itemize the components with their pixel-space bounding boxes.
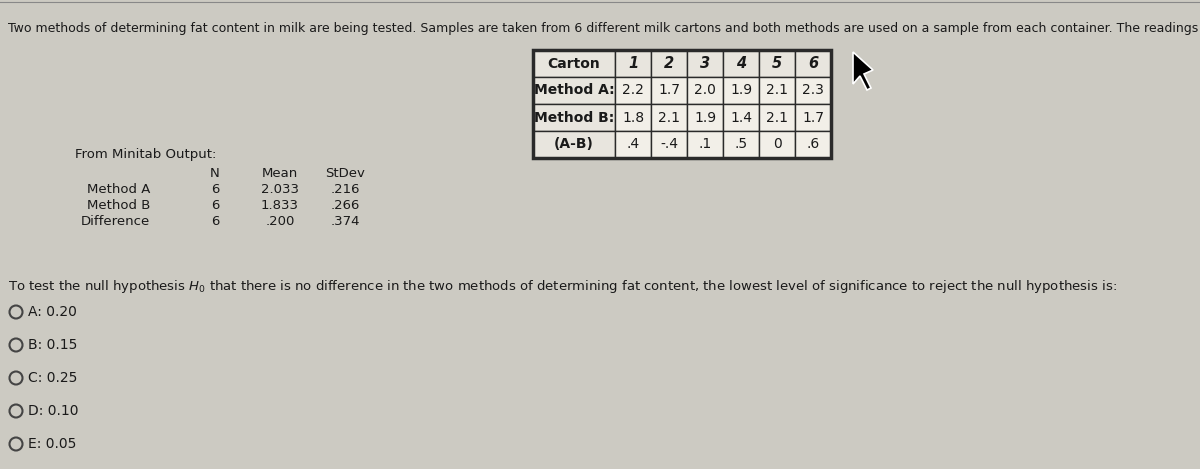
Text: 1.4: 1.4: [730, 111, 752, 124]
Bar: [796, 131, 830, 158]
Bar: [686, 131, 722, 158]
Bar: [722, 104, 760, 131]
Bar: [686, 77, 722, 104]
Text: D: 0.10: D: 0.10: [28, 404, 78, 418]
Text: .5: .5: [734, 137, 748, 151]
Text: 1.7: 1.7: [658, 83, 680, 98]
Polygon shape: [853, 52, 874, 90]
Text: 2.2: 2.2: [622, 83, 644, 98]
Text: To test the null hypothesis $\mathit{H}_0$ that there is no difference in the tw: To test the null hypothesis $\mathit{H}_…: [8, 278, 1117, 295]
Text: Method B:: Method B:: [534, 111, 614, 124]
Text: .1: .1: [698, 137, 712, 151]
Text: Carton: Carton: [547, 56, 600, 70]
Text: B: 0.15: B: 0.15: [28, 338, 77, 352]
Bar: [722, 131, 760, 158]
Text: .4: .4: [626, 137, 640, 151]
Text: .266: .266: [330, 199, 360, 212]
Text: .200: .200: [265, 215, 295, 228]
Bar: [533, 104, 616, 131]
Bar: [760, 77, 796, 104]
Bar: [616, 131, 650, 158]
Text: StDev: StDev: [325, 167, 365, 180]
Bar: [760, 104, 796, 131]
Text: 4: 4: [736, 56, 746, 71]
Text: 2.1: 2.1: [766, 111, 788, 124]
Text: .6: .6: [806, 137, 820, 151]
Bar: [650, 50, 686, 77]
Bar: [760, 131, 796, 158]
Bar: [796, 77, 830, 104]
Bar: [686, 104, 722, 131]
Bar: [722, 77, 760, 104]
Text: 2: 2: [664, 56, 674, 71]
Text: Method A: Method A: [86, 183, 150, 196]
Text: Difference: Difference: [80, 215, 150, 228]
Text: -.4: -.4: [660, 137, 678, 151]
Text: (A-B): (A-B): [554, 137, 594, 151]
Text: 1.9: 1.9: [730, 83, 752, 98]
Text: .216: .216: [330, 183, 360, 196]
Bar: [796, 50, 830, 77]
Bar: [650, 77, 686, 104]
Text: 1.7: 1.7: [802, 111, 824, 124]
Text: Two methods of determining fat content in milk are being tested. Samples are tak: Two methods of determining fat content i…: [8, 22, 1200, 35]
Bar: [616, 50, 650, 77]
Text: 6: 6: [211, 183, 220, 196]
Text: 2.1: 2.1: [658, 111, 680, 124]
Bar: [650, 104, 686, 131]
Bar: [533, 50, 616, 77]
Text: Method A:: Method A:: [534, 83, 614, 98]
Text: 1.8: 1.8: [622, 111, 644, 124]
Text: 1.9: 1.9: [694, 111, 716, 124]
Text: A: 0.20: A: 0.20: [28, 305, 77, 319]
Bar: [686, 50, 722, 77]
Text: 6: 6: [808, 56, 818, 71]
Text: 3: 3: [700, 56, 710, 71]
Text: 0: 0: [773, 137, 781, 151]
Text: 5: 5: [772, 56, 782, 71]
Text: 1.833: 1.833: [262, 199, 299, 212]
Text: 2.3: 2.3: [802, 83, 824, 98]
Text: From Minitab Output:: From Minitab Output:: [74, 148, 216, 161]
Text: Mean: Mean: [262, 167, 298, 180]
Bar: [616, 104, 650, 131]
Bar: [533, 131, 616, 158]
Text: E: 0.05: E: 0.05: [28, 437, 77, 451]
Bar: [796, 104, 830, 131]
Bar: [533, 50, 830, 158]
Text: 2.0: 2.0: [694, 83, 716, 98]
Bar: [533, 77, 616, 104]
Text: 2.1: 2.1: [766, 83, 788, 98]
Text: C: 0.25: C: 0.25: [28, 371, 77, 385]
Bar: [650, 131, 686, 158]
Bar: [760, 50, 796, 77]
Text: 6: 6: [211, 215, 220, 228]
Text: N: N: [210, 167, 220, 180]
Bar: [722, 50, 760, 77]
Text: .374: .374: [330, 215, 360, 228]
Text: 2.033: 2.033: [262, 183, 299, 196]
Text: Method B: Method B: [86, 199, 150, 212]
Bar: [616, 77, 650, 104]
Text: 6: 6: [211, 199, 220, 212]
Text: 1: 1: [628, 56, 638, 71]
